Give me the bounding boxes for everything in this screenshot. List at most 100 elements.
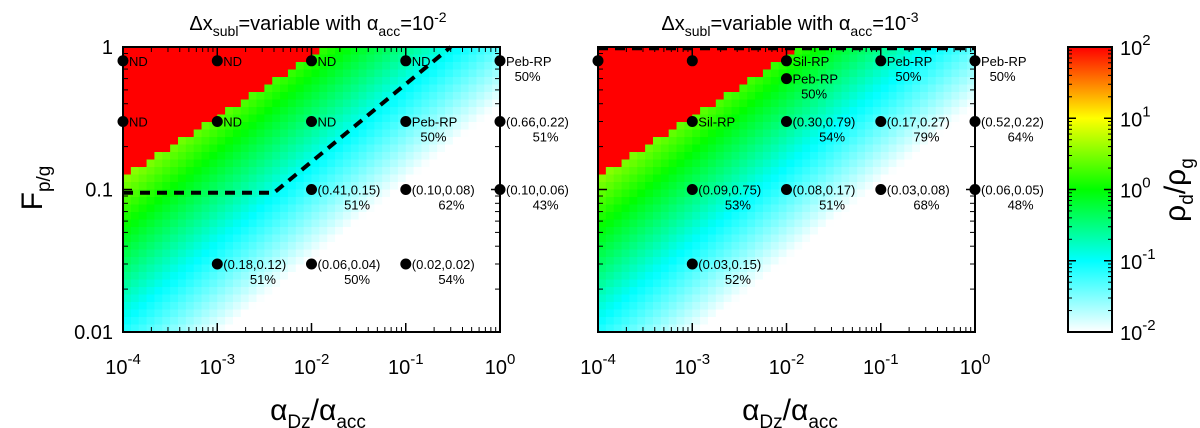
heatmap-cell xyxy=(621,152,631,161)
heatmap-cell xyxy=(390,137,399,146)
point-percent: 50% xyxy=(990,69,1016,84)
heatmap-cell xyxy=(825,309,835,318)
heatmap-cell xyxy=(857,99,866,108)
heatmap-cell xyxy=(700,152,709,161)
heatmap-cell xyxy=(707,62,717,71)
heatmap-cell xyxy=(170,152,179,161)
heatmap-cell xyxy=(335,189,344,198)
heatmap-cell xyxy=(755,227,764,236)
heatmap-cell xyxy=(445,159,454,168)
heatmap-cell xyxy=(209,107,218,116)
heatmap-cell xyxy=(248,92,258,101)
heatmap-cell xyxy=(739,189,748,198)
heatmap-cell xyxy=(912,122,921,131)
heatmap-cell xyxy=(825,129,835,138)
heatmap-cell xyxy=(248,54,258,63)
data-point xyxy=(781,116,792,127)
heatmap-cell xyxy=(684,302,693,311)
heatmap-cell xyxy=(248,219,258,228)
heatmap-cell xyxy=(429,189,438,198)
heatmap-cell xyxy=(390,212,399,221)
heatmap-cell xyxy=(770,107,780,116)
heatmap-cell xyxy=(452,189,462,198)
heatmap-cell xyxy=(429,182,438,191)
heatmap-cell xyxy=(927,152,937,161)
heatmap-cell xyxy=(920,204,929,213)
heatmap-cell xyxy=(731,317,740,326)
heatmap-cell xyxy=(295,212,305,221)
heatmap-cell xyxy=(786,257,795,266)
heatmap-cell xyxy=(327,159,336,168)
heatmap-cell xyxy=(264,287,273,296)
heatmap-cell xyxy=(397,309,407,318)
heatmap-cell xyxy=(920,129,929,138)
heatmap-cell xyxy=(700,249,709,258)
heatmap-cell xyxy=(904,92,913,101)
heatmap-cell xyxy=(731,92,740,101)
heatmap-cell xyxy=(154,182,163,191)
heatmap-cell xyxy=(912,144,921,153)
heatmap-cell xyxy=(849,92,858,101)
heatmap-cell xyxy=(445,257,454,266)
heatmap-cell xyxy=(225,212,234,221)
heatmap-cell xyxy=(201,54,210,63)
heatmap-cell xyxy=(468,167,478,176)
heatmap-cell xyxy=(390,62,399,71)
heatmap-cell xyxy=(802,257,811,266)
heatmap-cell xyxy=(437,264,446,273)
heatmap-cell xyxy=(484,47,493,56)
heatmap-cell xyxy=(256,62,265,71)
heatmap-cell xyxy=(896,137,905,146)
heatmap-cell xyxy=(880,107,890,116)
heatmap-cell xyxy=(857,257,866,266)
heatmap-cell xyxy=(637,174,646,183)
heatmap-cell xyxy=(484,242,493,251)
heatmap-cell xyxy=(437,137,446,146)
heatmap-cell xyxy=(810,107,819,116)
heatmap-cell xyxy=(185,234,195,243)
heatmap-cell xyxy=(645,114,654,123)
heatmap-cell xyxy=(445,189,454,198)
heatmap-cell xyxy=(468,249,478,258)
heatmap-cell xyxy=(747,167,756,176)
heatmap-cell xyxy=(484,317,493,326)
heatmap-cell xyxy=(240,324,250,333)
heatmap-cell xyxy=(715,294,725,303)
heatmap-cell xyxy=(951,69,960,78)
heatmap-cell xyxy=(833,159,843,168)
heatmap-cell xyxy=(825,167,835,176)
heatmap-cell xyxy=(311,84,320,93)
heatmap-cell xyxy=(232,204,242,213)
heatmap-cell xyxy=(350,114,360,123)
heatmap-cell xyxy=(920,137,929,146)
heatmap-cell xyxy=(335,227,344,236)
heatmap-cell xyxy=(637,317,646,326)
heatmap-cell xyxy=(452,272,462,281)
heatmap-cell xyxy=(715,137,725,146)
heatmap-cell xyxy=(676,324,685,333)
heatmap-cell xyxy=(605,107,615,116)
heatmap-cell xyxy=(770,234,780,243)
heatmap-cell xyxy=(920,107,929,116)
heatmap-cell xyxy=(413,77,423,86)
heatmap-cell xyxy=(715,77,725,86)
heatmap-cell xyxy=(621,189,631,198)
heatmap-cell xyxy=(445,129,454,138)
heatmap-cell xyxy=(857,69,866,78)
heatmap-cell xyxy=(382,167,391,176)
heatmap-cell xyxy=(810,317,819,326)
heatmap-cell xyxy=(177,309,187,318)
heatmap-cell xyxy=(888,272,898,281)
heatmap-cell xyxy=(358,152,368,161)
heatmap-cell xyxy=(676,242,685,251)
heatmap-cell xyxy=(217,302,226,311)
heatmap-cell xyxy=(256,99,265,108)
heatmap-cell xyxy=(676,264,685,273)
heatmap-cell xyxy=(492,69,501,78)
heatmap-cell xyxy=(810,137,819,146)
heatmap-cell xyxy=(366,167,375,176)
heatmap-cell xyxy=(684,272,693,281)
heatmap-cell xyxy=(880,167,890,176)
heatmap-cell xyxy=(810,152,819,161)
